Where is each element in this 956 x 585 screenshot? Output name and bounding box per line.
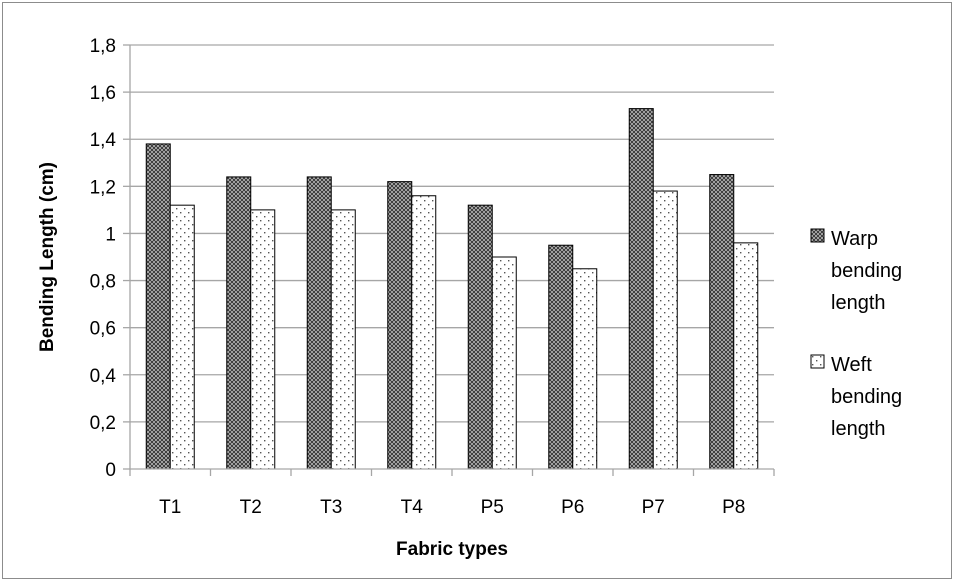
x-tick-label: T4 (401, 497, 424, 518)
y-tick-labels: 0 0,2 0,4 0,6 0,8 1 1,2 1,4 1,6 1,8 (90, 36, 117, 481)
x-tick-label: P7 (642, 497, 665, 518)
y-tick-label: 1,2 (90, 177, 116, 198)
bar-warp (548, 244, 574, 470)
bar-chart: 0 0,2 0,4 0,6 0,8 1 1,2 1,4 1,6 1,8 T1 T2 T3 T4 P5 P6 P… (37, 36, 902, 560)
bar-weft (491, 256, 517, 470)
y-tick-label: 1,4 (90, 130, 117, 151)
x-tick-label: T3 (320, 497, 342, 518)
y-tick-label: 1,8 (90, 36, 116, 57)
bar-weft (733, 242, 759, 470)
bar-warp (467, 204, 493, 470)
bar-warp (145, 143, 171, 470)
y-tick-label: 0,2 (90, 413, 116, 434)
bar-weft (250, 209, 276, 470)
y-axis-title: Bending Length (cm) (37, 162, 58, 352)
bar-weft (652, 190, 678, 470)
y-tick-label: 0 (105, 460, 116, 481)
y-tick-label: 1,6 (90, 83, 116, 104)
x-tick-label: T2 (240, 497, 262, 518)
bar-warp (306, 176, 332, 470)
y-tick-label: 0,8 (90, 272, 116, 293)
bars (145, 108, 759, 470)
legend-label: bending (831, 386, 902, 408)
x-tick-label: P8 (722, 497, 745, 518)
legend-swatch-warp (810, 228, 825, 243)
x-tick-labels: T1 T2 T3 T4 P5 P6 P7 P8 (159, 497, 745, 518)
axes (123, 44, 775, 476)
y-tick-label: 1 (105, 224, 116, 245)
x-tick-label: P5 (481, 497, 504, 518)
bar-warp (628, 108, 654, 470)
y-tick-label: 0,6 (90, 319, 116, 340)
bar-warp (709, 174, 735, 470)
bar-weft (330, 209, 356, 470)
bar-warp (387, 181, 413, 470)
legend: Warp bending length Weft bending length (810, 228, 902, 440)
bar-weft (411, 195, 437, 470)
bar-weft (169, 204, 195, 470)
legend-label: length (831, 292, 886, 314)
bar-weft (572, 268, 598, 470)
y-tick-label: 0,4 (90, 366, 117, 387)
x-axis-title: Fabric types (396, 539, 508, 560)
legend-swatch-weft (810, 354, 825, 369)
legend-label: bending (831, 260, 902, 282)
legend-label: Weft (831, 354, 872, 376)
legend-label: length (831, 418, 886, 440)
bar-warp (226, 176, 252, 470)
x-tick-label: T1 (159, 497, 181, 518)
legend-label: Warp (831, 228, 878, 250)
x-tick-label: P6 (561, 497, 584, 518)
